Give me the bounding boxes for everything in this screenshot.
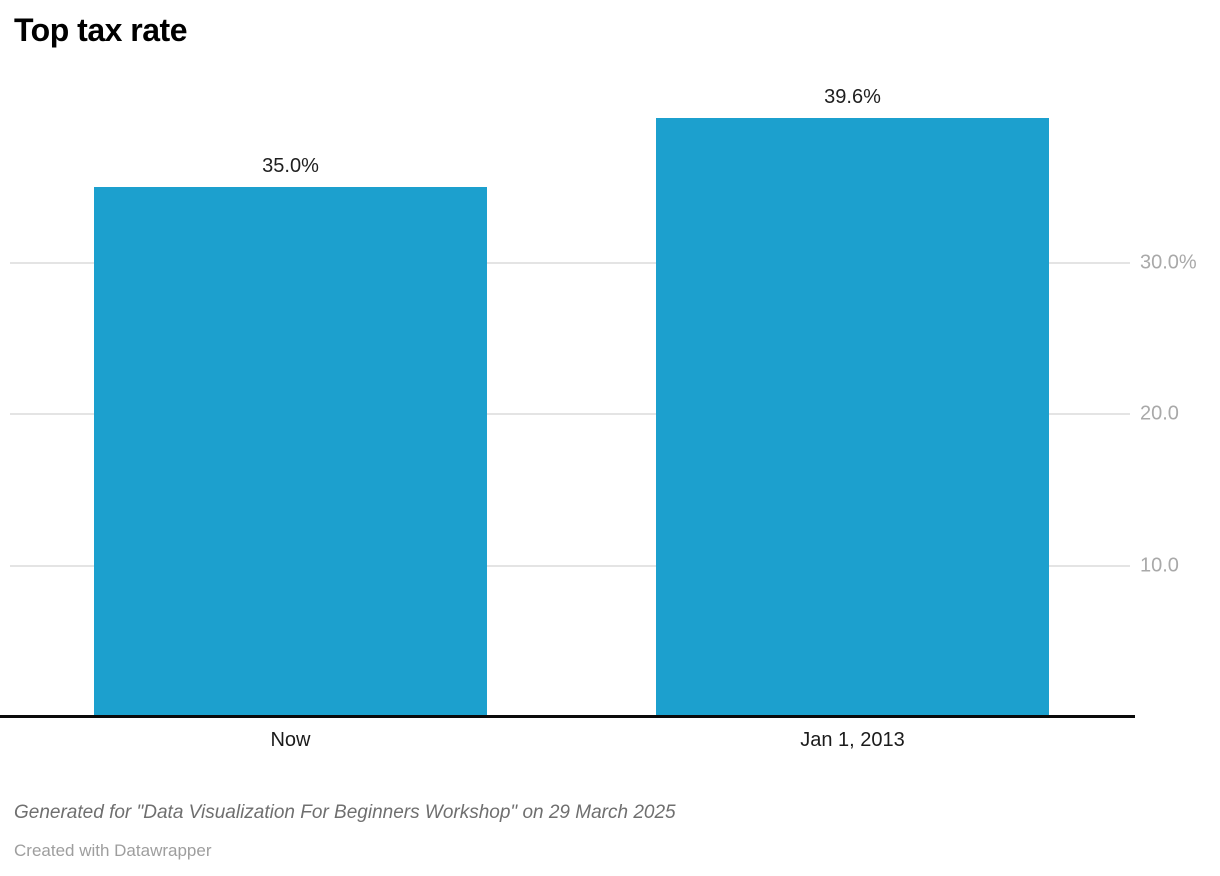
x-category-label-1: Jan 1, 2013 [800, 729, 905, 751]
x-category-label-0: Now [270, 729, 311, 751]
x-axis-baseline [0, 715, 1135, 718]
bar-1 [656, 117, 1049, 717]
y-tick-label-20: 20.0 [1140, 402, 1179, 425]
bar-value-label-1: 39.6% [824, 85, 881, 108]
y-gridline-10 [10, 564, 1130, 567]
bar-0 [94, 187, 487, 717]
y-gridline-30 [10, 262, 1130, 264]
chart-title: Top tax rate [14, 12, 188, 48]
footer-datawrapper-credit: Created with Datawrapper [14, 841, 212, 860]
y-tick-label-10: 10.0 [1140, 554, 1179, 577]
bar-value-label-0: 35.0% [262, 155, 319, 178]
y-tick-label-30: 30.0% [1140, 251, 1197, 274]
y-gridline-20 [10, 413, 1130, 416]
footer-generated-note: Generated for "Data Visualization For Be… [14, 802, 676, 823]
